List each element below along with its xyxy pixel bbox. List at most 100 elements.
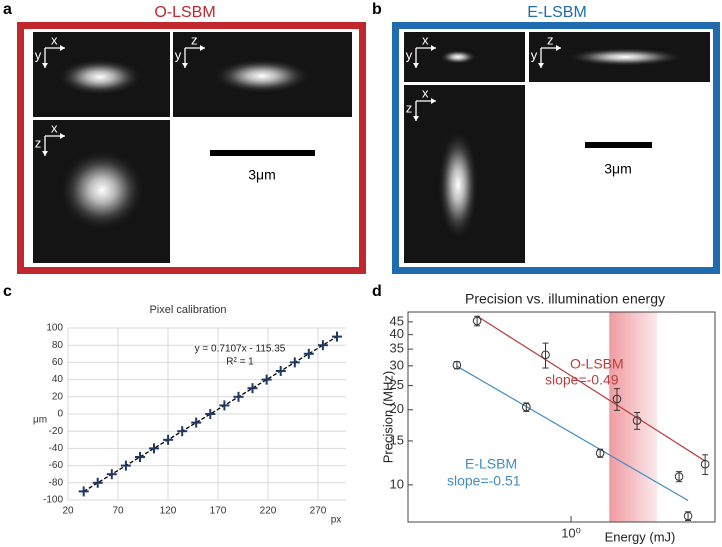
y-tick-label: 20: [52, 391, 64, 402]
y-tick-label: -40: [49, 443, 64, 454]
data-point: [247, 383, 258, 394]
axis-letter: z: [547, 32, 554, 47]
axis-letter: x: [51, 32, 58, 47]
signal-spot: [438, 130, 478, 240]
y-tick-label: 40: [390, 326, 404, 341]
annotation: R² = 1: [226, 357, 254, 368]
panel-title: O-LSBM: [154, 4, 215, 21]
x-tick-label: 120: [160, 506, 177, 517]
data-point: [452, 360, 462, 370]
data-point: [120, 460, 131, 471]
panel-label: d: [372, 283, 382, 300]
y-tick-label: -60: [49, 460, 64, 471]
y-tick-label: 30: [390, 357, 404, 372]
data-point: [303, 348, 314, 359]
chart-title: Pixel calibration: [149, 304, 226, 316]
arrow-head: [538, 63, 544, 68]
signal-spot: [60, 150, 144, 230]
data-point: [541, 350, 550, 360]
arrow-head: [42, 63, 48, 68]
axis-letter: x: [51, 120, 58, 135]
data-point: [683, 511, 693, 521]
data-point: [674, 472, 684, 481]
data-point: [78, 486, 89, 497]
data-point: [149, 443, 159, 454]
arrow-head: [413, 63, 419, 68]
arrow-head: [556, 45, 561, 51]
y-axis-label: Precision (MHz): [380, 371, 395, 463]
x-axis-label: px: [331, 515, 342, 526]
panel-label: b: [372, 1, 382, 18]
fit-line: [476, 315, 706, 462]
x-tick-label: 20: [62, 506, 74, 517]
y-tick-label: -80: [49, 477, 64, 488]
scale-label: 3μm: [248, 167, 276, 183]
error-bar: [542, 342, 549, 369]
arrow-head: [413, 116, 419, 121]
data-point: [233, 391, 244, 402]
annotation: y = 0.7107x - 115.35: [195, 344, 286, 355]
panel-label: a: [3, 1, 12, 18]
fit-line: [456, 365, 689, 502]
signal-spot: [440, 50, 476, 64]
series-annotation: slope=-0.49: [545, 372, 619, 388]
x-axis-label: Energy (mJ): [605, 529, 676, 544]
data-point: [163, 434, 174, 445]
arrow-head: [60, 133, 65, 139]
arrow-head: [42, 151, 48, 156]
data-point: [106, 469, 117, 480]
y-tick-label: 60: [52, 357, 64, 368]
axis-letter: z: [191, 32, 198, 47]
x-tick-label: 270: [310, 506, 327, 517]
data-point: [135, 452, 145, 462]
y-tick-label: 40: [52, 374, 64, 385]
error-bar: [613, 388, 620, 411]
x-tick-label: 170: [210, 506, 227, 517]
data-point: [522, 402, 531, 412]
chart-title: Precision vs. illumination energy: [465, 291, 665, 307]
y-tick-label: -20: [49, 426, 64, 437]
y-tick-label: -100: [43, 495, 63, 506]
x-tick-label: 70: [112, 506, 124, 517]
data-point: [219, 400, 230, 411]
axis-letter: x: [422, 32, 429, 47]
data-point: [261, 374, 272, 385]
series-label: O-LSBM: [570, 356, 624, 372]
data-point: [700, 459, 710, 469]
x-tick-label: 220: [260, 506, 277, 517]
data-point: [275, 366, 286, 376]
panel-title: E-LSBM: [527, 4, 587, 21]
y-tick-label: 100: [46, 323, 63, 334]
data-point: [612, 394, 622, 404]
signal-spot: [58, 59, 142, 95]
y-tick-label: 15: [390, 432, 404, 447]
x-tick-label: 10⁰: [561, 525, 581, 540]
axis-letter: x: [422, 85, 429, 100]
axis-letter: y: [531, 47, 538, 62]
arrow-head: [200, 45, 205, 51]
y-tick-label: 25: [390, 377, 404, 392]
y-tick-label: 20: [390, 401, 404, 416]
scale-label: 3μm: [604, 161, 632, 177]
y-tick-label: 0: [57, 409, 63, 420]
axis-letter: z: [406, 100, 413, 115]
data-point: [595, 448, 605, 458]
y-tick-label: 10: [390, 476, 404, 491]
data-point: [317, 340, 328, 351]
plot-frame: [407, 311, 716, 523]
axis-letter: y: [35, 47, 42, 62]
y-tick-label: 35: [390, 341, 404, 356]
signal-spot: [567, 48, 683, 66]
data-point: [191, 417, 202, 428]
shaded-range: [609, 312, 658, 522]
y-tick-label: 80: [52, 340, 64, 351]
arrow-head: [431, 45, 436, 51]
axis-letter: y: [175, 47, 182, 62]
arrow-head: [431, 98, 436, 104]
arrow-head: [60, 45, 65, 51]
data-point: [632, 416, 642, 425]
y-axis-label: μm: [33, 415, 47, 426]
series-annotation: slope=-0.51: [447, 473, 521, 489]
data-point: [332, 331, 342, 342]
